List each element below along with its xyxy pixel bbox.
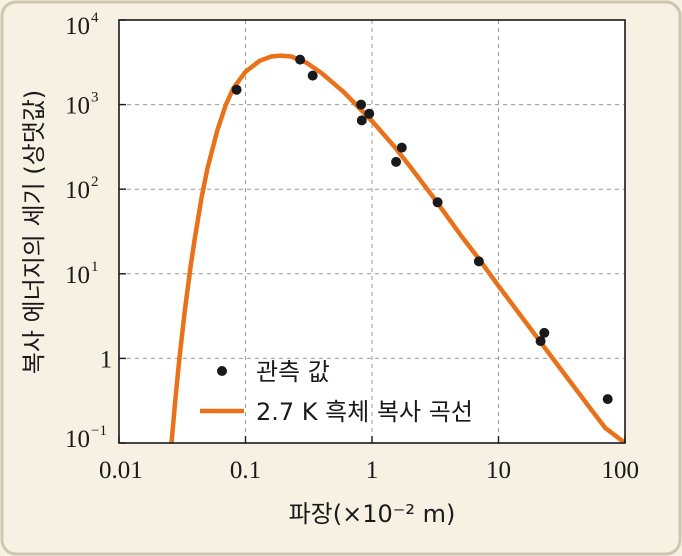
y-axis-title: 복사 에너지의 세기 (상댓값)	[20, 90, 48, 375]
observed-point	[396, 142, 407, 153]
observed-point	[602, 394, 613, 405]
observed-point	[295, 54, 306, 65]
observed-point	[432, 197, 443, 208]
y-tick-label: 10	[65, 426, 90, 453]
y-tick-label: 10	[65, 177, 90, 204]
y-tick-exponent: 4	[91, 10, 99, 26]
y-tick-exponent: 1	[91, 259, 99, 275]
observed-point	[539, 327, 550, 338]
observed-point	[356, 99, 367, 110]
y-tick-exponent: 3	[91, 90, 99, 106]
observed-points-layer	[231, 54, 613, 405]
gridlines	[119, 20, 625, 443]
x-tick-label: 10	[486, 457, 511, 484]
observed-point	[356, 115, 367, 126]
observed-point	[307, 70, 318, 81]
y-tick-label: 10	[65, 13, 90, 40]
y-tick-label: 10	[65, 93, 90, 120]
blackbody-curve-layer	[169, 53, 625, 443]
y-tick-exponent: 2	[91, 174, 99, 190]
x-tick-label: 0.01	[99, 457, 143, 484]
axis-ticks	[118, 19, 626, 444]
x-tick-label: 1	[366, 457, 379, 484]
x-tick-label: 100	[602, 457, 640, 484]
legend: 관측 값 2.7 K 흑체 복사 곡선	[200, 358, 473, 426]
observed-point	[364, 108, 375, 119]
legend-label-observed: 관측 값	[256, 358, 330, 386]
blackbody-curve	[169, 53, 625, 443]
legend-label-blackbody: 2.7 K 흑체 복사 곡선	[256, 398, 473, 426]
legend-point-marker	[217, 366, 227, 376]
observed-point	[231, 84, 242, 95]
y-tick-exponent: −1	[91, 423, 107, 439]
y-tick-label: 10	[65, 262, 90, 289]
observed-point	[473, 256, 484, 267]
y-tick-label: 1	[100, 346, 113, 373]
observed-point	[391, 156, 402, 167]
x-tick-labels: 0.01 0.1 1 10 100	[99, 457, 639, 484]
observed-point	[535, 336, 546, 347]
x-axis-title: 파장(×10⁻² m)	[289, 500, 456, 528]
x-tick-label: 0.1	[230, 457, 261, 484]
